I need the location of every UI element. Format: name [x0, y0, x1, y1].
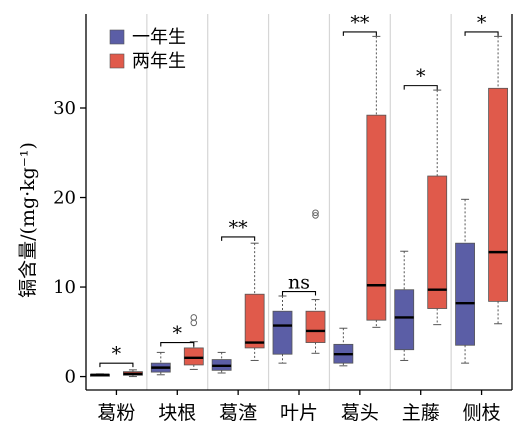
x-tick-label: 侧枝	[463, 402, 501, 423]
outlier-point	[190, 314, 198, 321]
significance-bracket	[221, 236, 256, 241]
x-tick-label: 葛头	[341, 402, 379, 423]
y-tick-label: 10	[53, 277, 76, 298]
box-iqr	[305, 310, 326, 343]
significance-bracket	[281, 290, 317, 296]
box-iqr	[272, 310, 293, 355]
box-annual	[272, 295, 293, 364]
significance-bracket	[403, 85, 438, 90]
box-iqr	[394, 289, 415, 351]
x-tick-label: 主藤	[402, 402, 440, 423]
box-annual	[150, 351, 171, 376]
box-biennial	[244, 242, 265, 361]
box-biennial	[366, 35, 387, 328]
x-tick-label: 葛粉	[97, 402, 135, 423]
significance-label: *	[416, 66, 426, 88]
outlier-point	[190, 319, 198, 327]
box-iqr	[244, 293, 265, 349]
box-iqr	[427, 175, 448, 309]
box-annual	[90, 373, 110, 377]
significance-label: **	[229, 217, 249, 239]
significance-bracket	[464, 31, 499, 36]
significance-bracket	[160, 342, 195, 347]
y-axis-label: 镉含量/(mg·kg⁻¹)	[17, 142, 39, 298]
box-annual	[211, 351, 232, 374]
legend-label: 一年生	[132, 27, 186, 48]
significance-label: **	[350, 12, 370, 34]
box-annual	[333, 327, 354, 367]
box-biennial	[123, 369, 143, 378]
y-tick-label: 30	[53, 98, 76, 119]
significance-bracket	[342, 31, 377, 36]
box-annual	[455, 198, 475, 364]
legend-swatch	[109, 29, 125, 45]
box-biennial	[488, 35, 508, 325]
box-biennial	[183, 314, 204, 370]
significance-label: ns	[288, 272, 310, 294]
y-tick-label: 0	[65, 367, 76, 388]
box-biennial	[427, 89, 448, 326]
box-iqr	[488, 87, 508, 302]
legend-swatch	[109, 53, 125, 69]
box-iqr	[183, 347, 204, 366]
x-tick-label: 葛渣	[219, 402, 257, 423]
significance-label: *	[112, 343, 122, 365]
x-tick-label: 叶片	[280, 402, 318, 423]
box-iqr	[366, 114, 387, 321]
x-tick-label: 块根	[158, 402, 196, 423]
significance-label: *	[173, 323, 183, 345]
outlier-point	[312, 209, 319, 217]
significance-label: *	[477, 12, 487, 34]
box-iqr	[455, 242, 475, 346]
y-tick-label: 20	[53, 188, 76, 209]
significance-bracket	[99, 362, 134, 368]
box-annual	[394, 250, 415, 361]
outlier-point	[312, 212, 319, 219]
box-biennial	[305, 209, 326, 354]
legend-label: 两年生	[132, 51, 186, 72]
